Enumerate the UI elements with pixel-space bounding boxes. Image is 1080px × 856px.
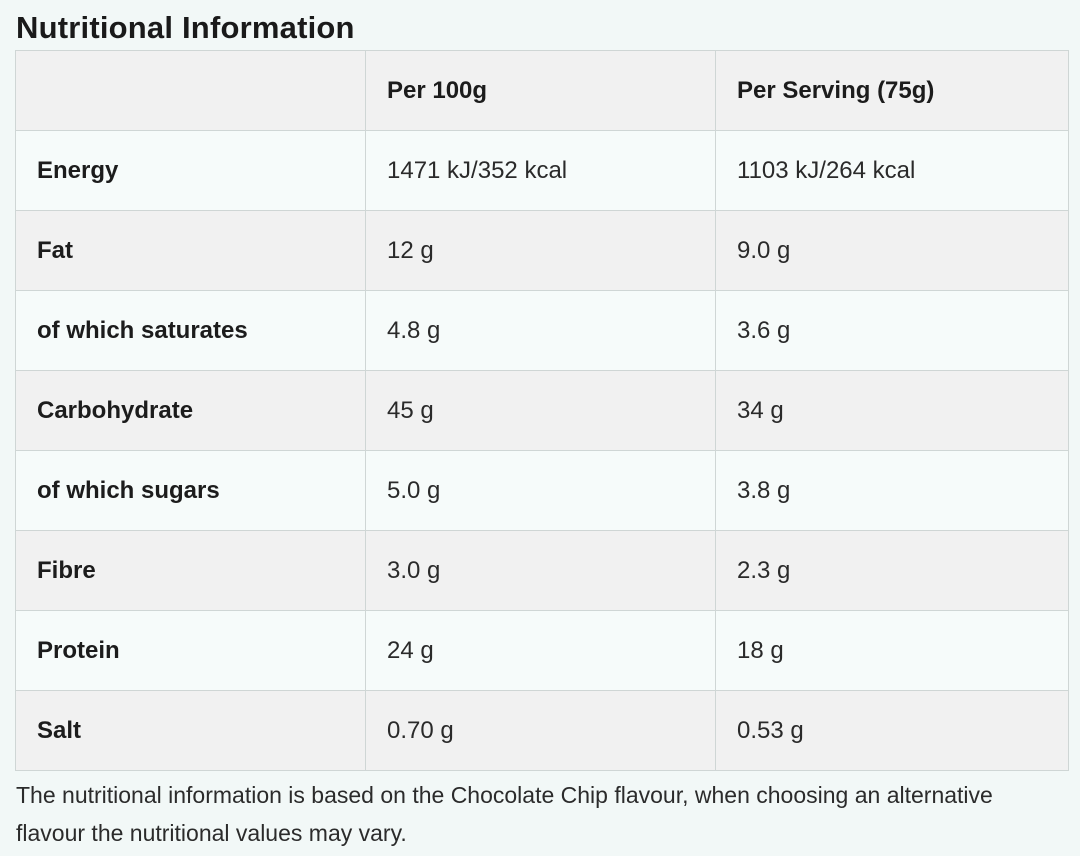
table-row-fat: Fat 12 g 9.0 g (15, 210, 1069, 291)
per-100g-value: 4.8 g (365, 290, 716, 371)
nutrient-label: Carbohydrate (15, 370, 366, 451)
per-serving-value: 9.0 g (715, 210, 1069, 291)
page-title: Nutritional Information (16, 10, 355, 45)
nutrient-label: Fibre (15, 530, 366, 611)
per-100g-value: 12 g (365, 210, 716, 291)
header-nutrient (15, 50, 366, 131)
per-100g-value: 45 g (365, 370, 716, 451)
footnote: The nutritional information is based on … (16, 782, 993, 846)
per-100g-value: 3.0 g (365, 530, 716, 611)
nutrient-label: Energy (15, 130, 366, 211)
per-serving-value: 18 g (715, 610, 1069, 691)
table-header-row: Per 100g Per Serving (75g) (15, 50, 1069, 131)
per-serving-value: 0.53 g (715, 690, 1069, 771)
table-row-fibre: Fibre 3.0 g 2.3 g (15, 530, 1069, 611)
per-serving-value: 2.3 g (715, 530, 1069, 611)
per-100g-value: 0.70 g (365, 690, 716, 771)
per-100g-value: 1471 kJ/352 kcal (365, 130, 716, 211)
table-row-protein: Protein 24 g 18 g (15, 610, 1069, 691)
header-per-serving: Per Serving (75g) (715, 50, 1069, 131)
nutrition-table: Per 100g Per Serving (75g) Energy 1471 k… (15, 50, 1069, 771)
per-100g-value: 24 g (365, 610, 716, 691)
nutrient-label: Protein (15, 610, 366, 691)
nutrient-label: of which sugars (15, 450, 366, 531)
table-row-carbohydrate: Carbohydrate 45 g 34 g (15, 370, 1069, 451)
header-per-100g: Per 100g (365, 50, 716, 131)
table-row-saturates: of which saturates 4.8 g 3.6 g (15, 290, 1069, 371)
per-serving-value: 3.6 g (715, 290, 1069, 371)
nutrient-label: Fat (15, 210, 366, 291)
per-serving-value: 3.8 g (715, 450, 1069, 531)
per-serving-value: 1103 kJ/264 kcal (715, 130, 1069, 211)
nutrient-label: Salt (15, 690, 366, 771)
table-row-salt: Salt 0.70 g 0.53 g (15, 690, 1069, 771)
per-100g-value: 5.0 g (365, 450, 716, 531)
per-serving-value: 34 g (715, 370, 1069, 451)
table-row-sugars: of which sugars 5.0 g 3.8 g (15, 450, 1069, 531)
nutrient-label: of which saturates (15, 290, 366, 371)
table-row-energy: Energy 1471 kJ/352 kcal 1103 kJ/264 kcal (15, 130, 1069, 211)
